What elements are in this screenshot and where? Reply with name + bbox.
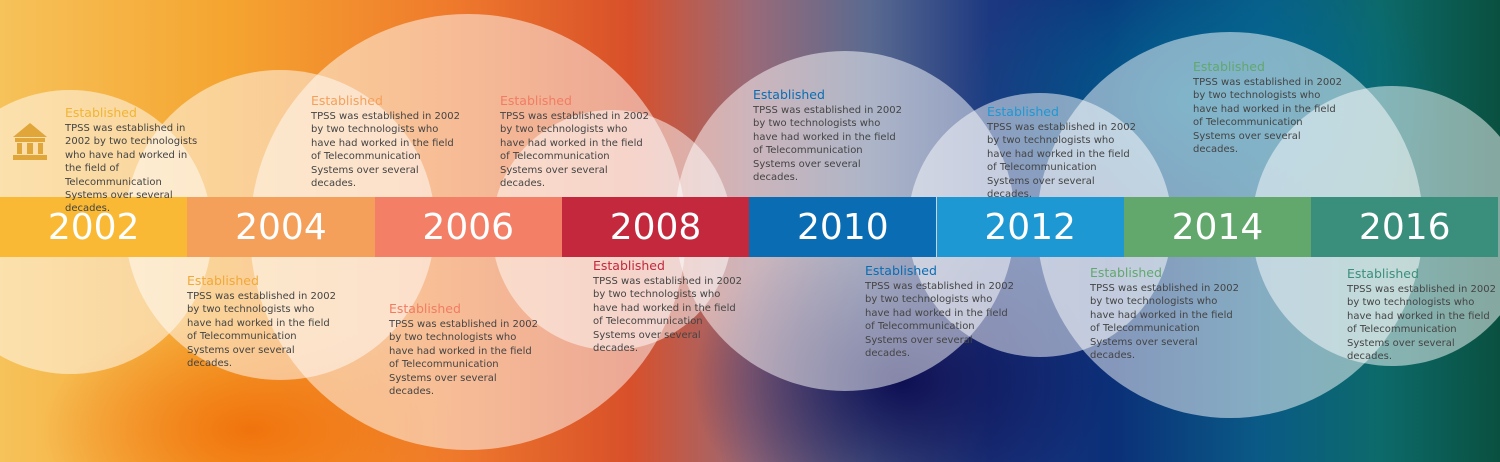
block-text: TPSS was established in 2002 by two tech… [1347, 284, 1496, 363]
block-text: TPSS was established in 2002 by two tech… [865, 281, 1014, 360]
block-heading: Established [1347, 266, 1419, 281]
block-heading: Established [500, 93, 572, 108]
block-text: TPSS was established in 2002 by two tech… [1090, 283, 1239, 362]
block-text: TPSS was established in 2002 by two tech… [65, 123, 198, 215]
text-block: Established TPSS was established in 2002 … [593, 258, 748, 355]
text-block: Established TPSS was established in 2002 … [987, 104, 1142, 201]
text-block: Established TPSS was established in 2002 … [389, 301, 544, 398]
block-text: TPSS was established in 2002 by two tech… [1193, 77, 1342, 156]
year-segment: 2006 [374, 197, 562, 257]
block-heading: Established [865, 263, 937, 278]
text-block: Established TPSS was established in 2002 … [187, 273, 342, 370]
block-text: TPSS was established in 2002 by two tech… [311, 111, 460, 190]
block-text: TPSS was established in 2002 by two tech… [389, 319, 538, 398]
block-heading: Established [593, 258, 665, 273]
year-segment: 2010 [749, 197, 937, 257]
year-segment: 2004 [187, 197, 375, 257]
block-heading: Established [187, 273, 259, 288]
block-heading: Established [311, 93, 383, 108]
block-heading: Established [1193, 59, 1265, 74]
home-icon [13, 123, 47, 160]
block-text: TPSS was established in 2002 by two tech… [987, 122, 1136, 201]
text-block: Established TPSS was established in 2002 … [865, 263, 1020, 360]
block-text: TPSS was established in 2002 by two tech… [187, 291, 336, 370]
year-segment: 2014 [1123, 197, 1312, 257]
block-text: TPSS was established in 2002 by two tech… [500, 111, 649, 190]
block-heading: Established [389, 301, 461, 316]
year-segment: 2008 [561, 197, 750, 257]
text-block: Established TPSS was established in 2002 … [65, 105, 205, 216]
text-block: Established TPSS was established in 2002 … [311, 93, 461, 190]
block-heading: Established [1090, 265, 1162, 280]
block-text: TPSS was established in 2002 by two tech… [593, 276, 742, 355]
year-segment: 2016 [1311, 197, 1499, 257]
text-block: Established TPSS was established in 2002 … [1193, 59, 1348, 156]
year-segment: 2012 [936, 197, 1124, 257]
text-block: Established TPSS was established in 2002 … [1090, 265, 1245, 362]
text-block: Established TPSS was established in 2002 … [1347, 266, 1500, 363]
text-block: Established TPSS was established in 2002 … [500, 93, 655, 190]
block-heading: Established [987, 104, 1059, 119]
year-segment: 2002 [0, 197, 188, 257]
block-text: TPSS was established in 2002 by two tech… [753, 105, 902, 184]
block-heading: Established [65, 105, 137, 120]
text-block: Established TPSS was established in 2002 … [753, 87, 908, 184]
block-heading: Established [753, 87, 825, 102]
